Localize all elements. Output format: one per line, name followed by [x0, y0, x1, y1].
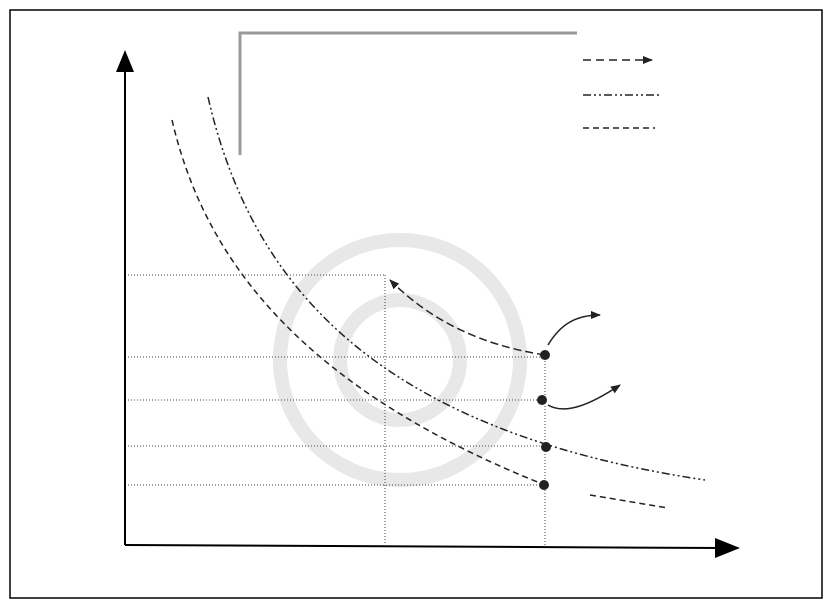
- label-arrow: [548, 385, 620, 409]
- bracket: [240, 33, 577, 155]
- diagram: [0, 0, 833, 608]
- curve-dash-dot: [208, 97, 705, 480]
- x-arrow: [715, 538, 740, 558]
- guides: [128, 275, 545, 545]
- points: [537, 350, 551, 490]
- label-arrow: [548, 315, 600, 345]
- curve-dashed-tail: [590, 495, 668, 508]
- y-arrow: [116, 50, 134, 72]
- x-axis: [125, 545, 722, 548]
- watermark: [280, 240, 520, 480]
